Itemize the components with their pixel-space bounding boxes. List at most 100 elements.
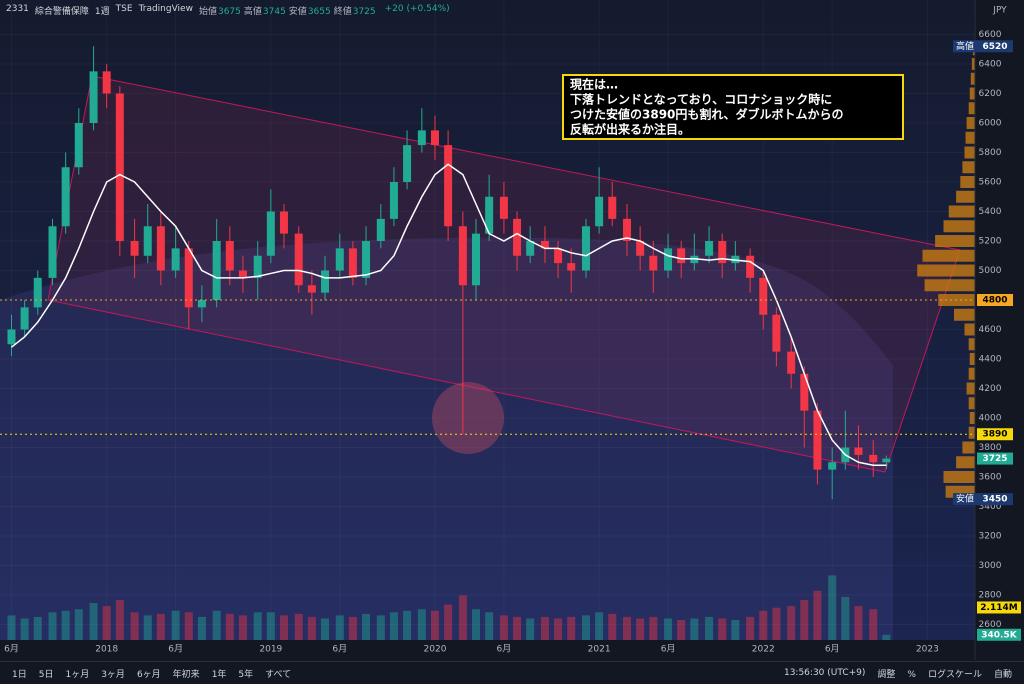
- candle-body: [882, 458, 891, 463]
- range-button[interactable]: 1ヶ月: [65, 669, 90, 680]
- candle-body: [212, 240, 221, 300]
- ohlc: 始値3675 高値3745 安値3655 終値3725: [199, 4, 379, 17]
- source: TradingView: [138, 4, 193, 14]
- candle-body: [74, 122, 83, 168]
- volume-profile-bar: [968, 397, 975, 410]
- volume-profile-bar: [956, 190, 975, 203]
- candle-body: [156, 226, 165, 271]
- volume-profile-bar: [948, 205, 975, 218]
- volume-bar: [595, 612, 604, 640]
- volume-bar: [540, 616, 549, 640]
- volume-profile-bar: [943, 471, 975, 484]
- ohlc-value: 3675: [217, 7, 241, 17]
- volume-bar: [321, 618, 329, 640]
- price-marker: [977, 294, 1013, 306]
- candle-body: [787, 351, 796, 374]
- symbol: 2331: [6, 4, 29, 14]
- candle-body: [307, 285, 316, 293]
- volume-profile-bar: [960, 175, 975, 188]
- volume-bar: [649, 616, 658, 640]
- volume-profile-bar: [971, 57, 975, 70]
- range-button[interactable]: 3ヶ月: [101, 669, 125, 680]
- volume-bar: [33, 616, 42, 640]
- y-tick-label: 5200: [979, 236, 1002, 246]
- range-button[interactable]: 1年: [211, 669, 227, 680]
- y-tick-label: 4200: [979, 384, 1002, 394]
- candle-body: [554, 248, 563, 264]
- volume-bar: [403, 610, 412, 640]
- ohlc-value: 3655: [307, 7, 331, 17]
- volume-bar: [417, 609, 426, 640]
- candle-body: [102, 71, 111, 94]
- candle-body: [485, 196, 494, 234]
- volume-bar: [581, 615, 590, 640]
- volume-marker-label: 2.114M: [980, 603, 1017, 613]
- volume-bar: [444, 604, 453, 640]
- volume-bar: [623, 616, 632, 640]
- x-tick-label: 6月: [4, 644, 19, 655]
- volume-profile-bar: [966, 116, 975, 129]
- y-tick-label: 3400: [979, 502, 1002, 512]
- volume-profile-bar: [924, 279, 975, 292]
- volume-bar: [854, 606, 863, 640]
- price-marker-tag-bg: [953, 40, 977, 53]
- y-tick-label: 4600: [979, 325, 1002, 335]
- volume-marker: [977, 628, 1021, 641]
- annotation-line: つけた安値の3890円も割れ、ダブルボトムからの: [570, 107, 844, 122]
- range-button[interactable]: 1日: [12, 669, 27, 680]
- x-tick-label: 6月: [661, 644, 676, 655]
- y-tick-label: 2800: [979, 591, 1002, 601]
- exchange: TSE: [115, 4, 133, 14]
- ohlc-value: 3725: [352, 7, 376, 17]
- range-button[interactable]: 年初来: [172, 669, 200, 680]
- price-marker-label: 4800: [982, 296, 1007, 306]
- price-marker-tag-bg: [953, 493, 977, 506]
- range-button[interactable]: 5年: [238, 669, 254, 680]
- range-button[interactable]: 5日: [38, 669, 54, 680]
- volume-bar: [841, 596, 850, 640]
- x-tick-label: 2019: [259, 645, 282, 655]
- candle-body: [48, 226, 57, 278]
- volume-bar: [294, 613, 303, 640]
- range-button[interactable]: 6ヶ月: [136, 669, 161, 680]
- candle-body: [513, 218, 522, 256]
- candle-body: [499, 196, 508, 219]
- volume-bar: [731, 620, 740, 640]
- option-button[interactable]: %: [907, 669, 916, 680]
- price-marker-label: 3725: [982, 454, 1007, 464]
- toolbar: 1日 5日 1ヶ月 3ヶ月 6ヶ月 年初来 1年 5年 すべて 13:56:30 (UTC+9)…: [0, 661, 1024, 684]
- option-button[interactable]: 調整: [877, 669, 896, 680]
- option-button[interactable]: 自動: [993, 669, 1012, 680]
- range-button[interactable]: すべて: [265, 669, 292, 680]
- volume-bar: [513, 616, 522, 640]
- volume-profile-bar: [943, 220, 975, 233]
- candle-body: [279, 211, 288, 234]
- candle-body: [472, 233, 481, 286]
- price-marker-tag: 高値: [956, 40, 974, 52]
- candle-body: [854, 447, 863, 455]
- volume-bar: [526, 618, 535, 640]
- candle-body: [636, 240, 645, 256]
- annotation-box: [562, 74, 904, 140]
- candle-body: [7, 329, 16, 345]
- volume-bar: [554, 618, 563, 640]
- volume-profile-bar: [954, 308, 975, 321]
- symbol-name: 綜合警備保障: [34, 7, 89, 17]
- candle-body: [869, 454, 878, 463]
- volume-profile-bar: [970, 72, 975, 85]
- candle-body: [225, 240, 234, 271]
- candle-body: [430, 130, 439, 146]
- y-tick-label: 2600: [979, 620, 1002, 630]
- x-tick-label: 2023: [916, 645, 939, 655]
- candle-body: [321, 270, 329, 293]
- volume-profile-bar: [968, 338, 975, 351]
- volume-bar: [690, 618, 699, 640]
- candle-body: [143, 226, 152, 256]
- volume-marker-label: 340.5K: [981, 630, 1017, 640]
- price-marker-tag: 安値: [956, 493, 974, 505]
- option-button[interactable]: ログスケール: [927, 669, 982, 680]
- volume-bar: [335, 615, 344, 640]
- interval[interactable]: 1週: [94, 7, 110, 17]
- y-tick-label: 5000: [979, 266, 1002, 276]
- volume-profile-bar: [962, 441, 975, 454]
